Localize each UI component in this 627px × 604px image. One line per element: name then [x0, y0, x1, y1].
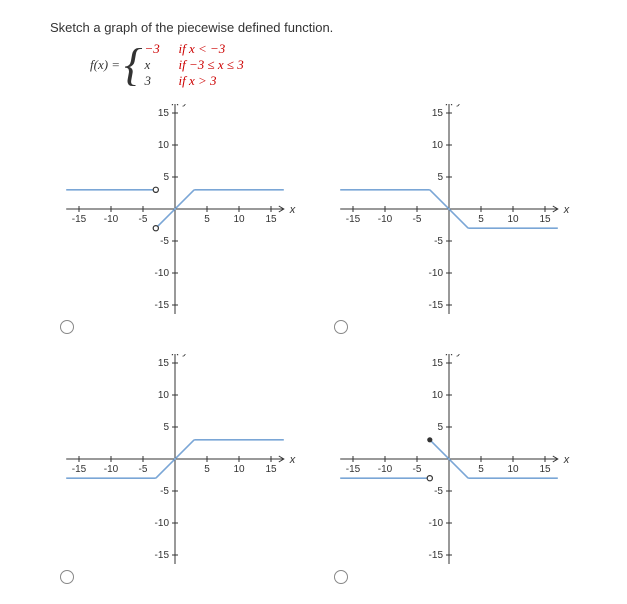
graph-wrap: -15 -15 -10 -10 -5 -5 5 5 10 10 15 15 x y — [50, 104, 304, 314]
svg-text:5: 5 — [437, 172, 443, 183]
radio-button[interactable] — [334, 320, 348, 334]
case-val: −3 — [144, 41, 168, 57]
svg-text:-10: -10 — [428, 518, 443, 529]
svg-text:-5: -5 — [139, 464, 148, 475]
svg-text:10: 10 — [507, 464, 519, 475]
svg-text:-15: -15 — [345, 214, 360, 225]
svg-text:10: 10 — [158, 390, 170, 401]
brace: { — [124, 45, 142, 85]
svg-text:x: x — [289, 454, 296, 466]
case-cond: if x < −3 — [178, 41, 225, 57]
graph-C: -15 -15 -10 -10 -5 -5 5 5 10 10 15 15 x y — [50, 354, 300, 564]
svg-text:x: x — [289, 204, 296, 216]
svg-text:y: y — [182, 354, 190, 357]
svg-text:5: 5 — [163, 422, 169, 433]
svg-text:-5: -5 — [139, 214, 148, 225]
function-definition: f(x) = { −3 if x < −3 x if −3 ≤ x ≤ 3 3 … — [90, 41, 577, 89]
svg-text:5: 5 — [437, 422, 443, 433]
svg-text:-15: -15 — [428, 300, 443, 311]
svg-text:-10: -10 — [104, 214, 119, 225]
svg-text:-10: -10 — [377, 214, 392, 225]
svg-text:-5: -5 — [160, 236, 169, 247]
svg-text:10: 10 — [233, 464, 245, 475]
svg-text:-15: -15 — [72, 464, 87, 475]
svg-text:-15: -15 — [428, 550, 443, 561]
question-text: Sketch a graph of the piecewise defined … — [50, 20, 577, 35]
svg-text:-5: -5 — [160, 486, 169, 497]
case-val: x — [144, 57, 168, 73]
radio-button[interactable] — [60, 570, 74, 584]
radio-button[interactable] — [334, 570, 348, 584]
svg-text:y: y — [456, 104, 464, 107]
options-grid: -15-15-10-10-5-55510101515xy -15-15-10-1… — [50, 104, 577, 584]
svg-text:-10: -10 — [104, 464, 119, 475]
svg-text:10: 10 — [158, 140, 170, 151]
graph-B: -15 -15 -10 -10 -5 -5 5 5 10 10 15 15 x y — [324, 104, 574, 314]
case-cond: if x > 3 — [178, 73, 216, 89]
svg-text:15: 15 — [539, 214, 551, 225]
svg-text:15: 15 — [158, 108, 170, 119]
svg-text:-10: -10 — [155, 268, 170, 279]
svg-text:15: 15 — [265, 464, 277, 475]
svg-text:5: 5 — [478, 214, 484, 225]
svg-text:10: 10 — [233, 214, 245, 225]
svg-text:5: 5 — [163, 172, 169, 183]
case-val: 3 — [144, 73, 168, 89]
svg-text:15: 15 — [265, 214, 277, 225]
svg-text:10: 10 — [507, 214, 519, 225]
option-A[interactable]: -15 -15 -10 -10 -5 -5 5 5 10 10 15 15 x y — [50, 104, 304, 334]
svg-text:10: 10 — [431, 390, 443, 401]
function-lhs: f(x) = — [90, 57, 120, 73]
svg-text:5: 5 — [204, 464, 210, 475]
svg-text:-15: -15 — [155, 550, 170, 561]
svg-text:-5: -5 — [434, 236, 443, 247]
case-cond: if −3 ≤ x ≤ 3 — [178, 57, 243, 73]
svg-text:x: x — [562, 454, 569, 466]
svg-text:-5: -5 — [412, 214, 421, 225]
cases: −3 if x < −3 x if −3 ≤ x ≤ 3 3 if x > 3 — [144, 41, 243, 89]
graph-wrap: -15 -15 -10 -10 -5 -5 5 5 10 10 15 15 x y — [50, 354, 304, 564]
svg-text:-5: -5 — [434, 486, 443, 497]
option-D[interactable]: -15 -15 -10 -10 -5 -5 5 5 10 10 15 15 x y — [324, 354, 578, 584]
svg-text:15: 15 — [431, 358, 443, 369]
radio-button[interactable] — [60, 320, 74, 334]
option-B[interactable]: -15 -15 -10 -10 -5 -5 5 5 10 10 15 15 x y — [324, 104, 578, 334]
svg-text:-10: -10 — [428, 268, 443, 279]
svg-text:y: y — [182, 104, 190, 107]
svg-text:-5: -5 — [412, 464, 421, 475]
svg-text:5: 5 — [478, 464, 484, 475]
graph-wrap: -15 -15 -10 -10 -5 -5 5 5 10 10 15 15 x y — [324, 354, 578, 564]
svg-text:x: x — [562, 204, 569, 216]
svg-text:-15: -15 — [345, 464, 360, 475]
svg-text:-15: -15 — [155, 300, 170, 311]
svg-text:5: 5 — [204, 214, 210, 225]
svg-text:-10: -10 — [377, 464, 392, 475]
graph-wrap: -15 -15 -10 -10 -5 -5 5 5 10 10 15 15 x y — [324, 104, 578, 314]
graph-D: -15 -15 -10 -10 -5 -5 5 5 10 10 15 15 x y — [324, 354, 574, 564]
svg-text:y: y — [456, 354, 464, 357]
graph-A: -15 -15 -10 -10 -5 -5 5 5 10 10 15 15 x y — [50, 104, 300, 314]
svg-text:-15: -15 — [72, 214, 87, 225]
svg-text:-10: -10 — [155, 518, 170, 529]
svg-text:15: 15 — [158, 358, 170, 369]
svg-text:10: 10 — [431, 140, 443, 151]
svg-text:15: 15 — [539, 464, 551, 475]
svg-text:15: 15 — [431, 108, 443, 119]
option-C[interactable]: -15 -15 -10 -10 -5 -5 5 5 10 10 15 15 x y — [50, 354, 304, 584]
